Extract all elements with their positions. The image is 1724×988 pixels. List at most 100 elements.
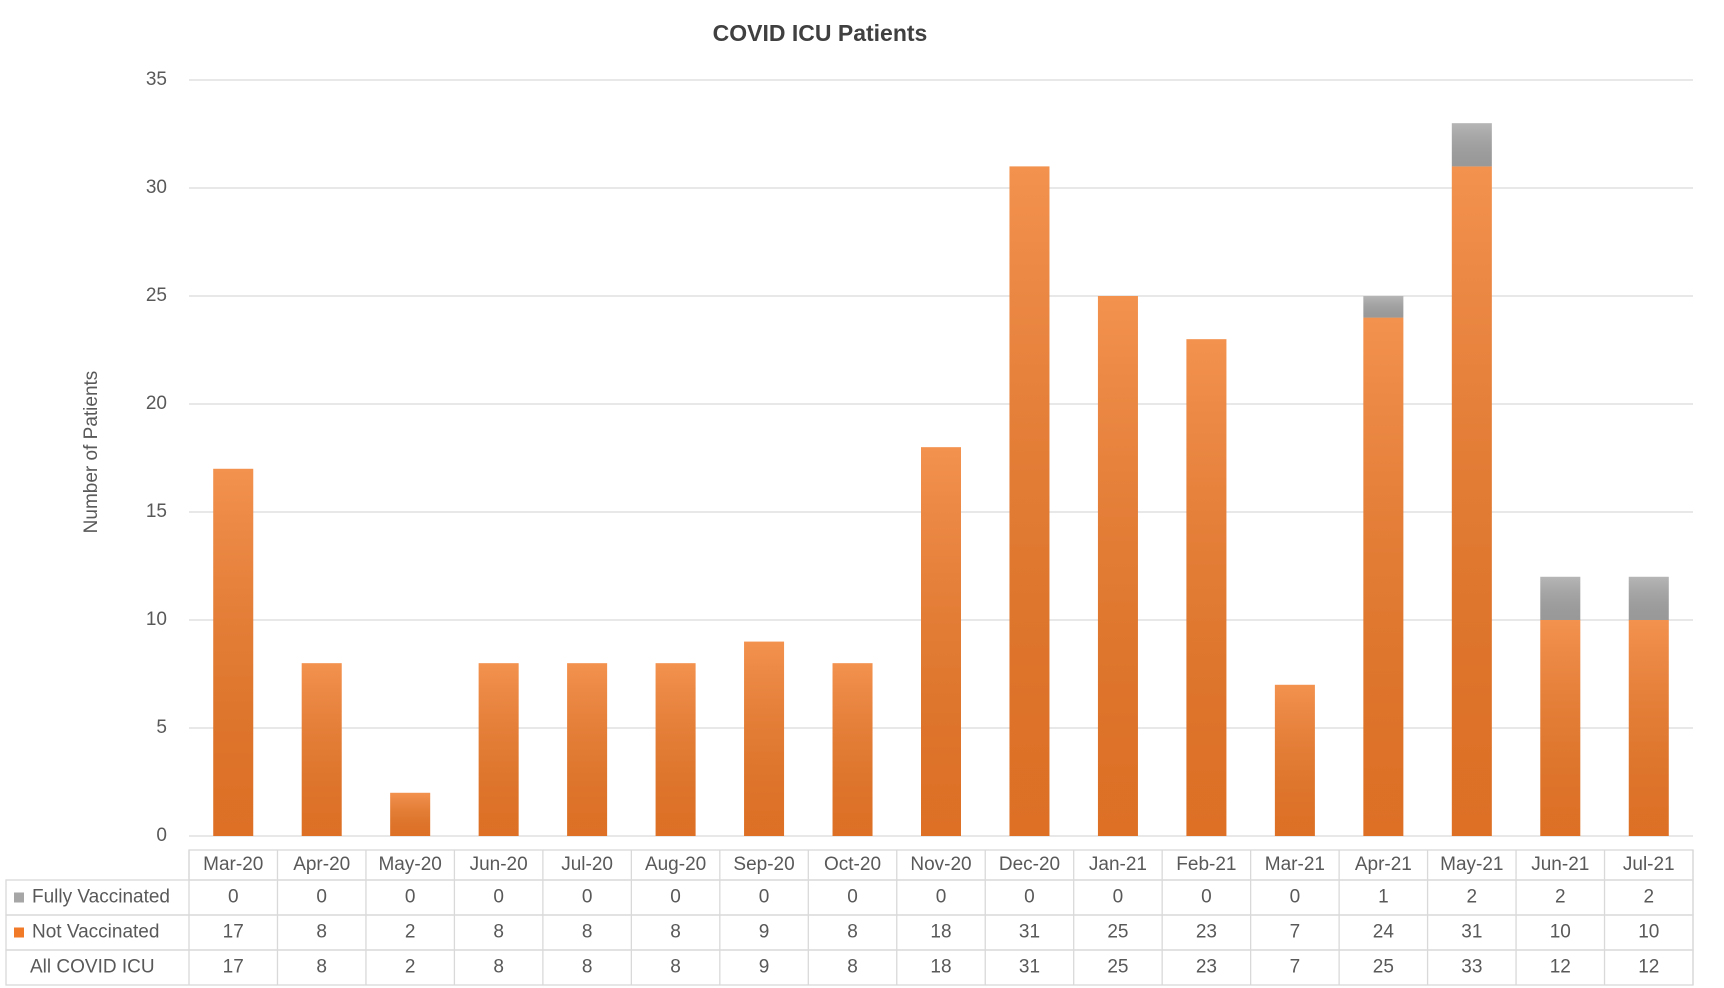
y-tick-label: 5 xyxy=(156,717,167,738)
x-tick-label: Dec-20 xyxy=(999,854,1060,875)
table-value: 8 xyxy=(316,957,327,978)
table-value: 9 xyxy=(759,957,770,978)
x-tick-label: May-21 xyxy=(1440,854,1503,875)
table-value: 31 xyxy=(1019,922,1040,943)
y-tick-label: 35 xyxy=(146,69,167,90)
table-value: 12 xyxy=(1638,957,1659,978)
table-value: 8 xyxy=(493,957,504,978)
table-value: 33 xyxy=(1461,957,1482,978)
table-cell xyxy=(5,949,1694,986)
table-value: 9 xyxy=(759,922,770,943)
y-tick-label: 15 xyxy=(146,501,167,522)
x-tick-label: May-20 xyxy=(378,854,441,875)
table-value: 23 xyxy=(1196,957,1217,978)
bar xyxy=(1628,576,1669,620)
x-tick-label: Nov-20 xyxy=(910,854,971,875)
table-value: 0 xyxy=(1113,887,1124,908)
table-value: 0 xyxy=(582,887,593,908)
table-value: 17 xyxy=(223,922,244,943)
bar xyxy=(567,663,608,836)
chart-title: COVID ICU Patients xyxy=(713,20,928,46)
bar xyxy=(1363,296,1404,318)
x-tick-label: Mar-21 xyxy=(1265,854,1325,875)
legend-label: All COVID ICU xyxy=(30,957,155,978)
table-value: 12 xyxy=(1550,957,1571,978)
x-tick-label: Apr-20 xyxy=(293,854,350,875)
table-value: 0 xyxy=(1024,887,1035,908)
bar xyxy=(213,468,254,836)
table-value: 31 xyxy=(1019,957,1040,978)
x-tick-label: Jan-21 xyxy=(1089,854,1147,875)
legend-label: Fully Vaccinated xyxy=(32,887,170,908)
table-value: 7 xyxy=(1290,922,1301,943)
table-value: 0 xyxy=(228,887,239,908)
y-tick-label: 25 xyxy=(146,285,167,306)
table-value: 0 xyxy=(316,887,327,908)
bar xyxy=(301,663,342,836)
y-axis-label: Number of Patients xyxy=(81,371,102,534)
table-value: 0 xyxy=(1290,887,1301,908)
table-value: 8 xyxy=(493,922,504,943)
x-tick-label: Jul-20 xyxy=(561,854,613,875)
bar xyxy=(1628,620,1669,836)
table-value: 0 xyxy=(493,887,504,908)
bar xyxy=(1540,576,1581,620)
table-value: 23 xyxy=(1196,922,1217,943)
bar xyxy=(744,641,785,836)
x-tick-label: Jul-21 xyxy=(1623,854,1675,875)
bar xyxy=(1097,296,1138,836)
legend-label: Not Vaccinated xyxy=(32,922,159,943)
x-tick-label: Jun-21 xyxy=(1531,854,1589,875)
table-value: 10 xyxy=(1550,922,1571,943)
x-tick-label: Mar-20 xyxy=(203,854,263,875)
table-value: 0 xyxy=(670,887,681,908)
table-value: 2 xyxy=(405,922,416,943)
table-value: 2 xyxy=(1555,887,1566,908)
x-tick-label: Apr-21 xyxy=(1355,854,1412,875)
x-tick-label: Oct-20 xyxy=(824,854,881,875)
bar xyxy=(1451,166,1492,836)
x-tick-label: Jun-20 xyxy=(470,854,528,875)
table-value: 2 xyxy=(405,957,416,978)
table-value: 8 xyxy=(847,922,858,943)
bar xyxy=(1186,339,1227,836)
y-tick-label: 10 xyxy=(146,609,167,630)
bar xyxy=(1009,166,1050,836)
bar xyxy=(1274,684,1315,836)
bar xyxy=(1540,620,1581,836)
bar xyxy=(655,663,696,836)
table-value: 18 xyxy=(930,957,951,978)
x-tick-label: Aug-20 xyxy=(645,854,706,875)
table-value: 17 xyxy=(223,957,244,978)
x-tick-label: Sep-20 xyxy=(733,854,794,875)
y-tick-label: 20 xyxy=(146,393,167,414)
y-tick-label: 30 xyxy=(146,177,167,198)
bar xyxy=(1451,123,1492,167)
table-value: 2 xyxy=(1643,887,1654,908)
table-value: 0 xyxy=(1201,887,1212,908)
table-value: 0 xyxy=(936,887,947,908)
table-value: 25 xyxy=(1373,957,1394,978)
table-value: 25 xyxy=(1107,957,1128,978)
table-value: 8 xyxy=(670,922,681,943)
table-value: 0 xyxy=(847,887,858,908)
bar xyxy=(832,663,873,836)
table-value: 7 xyxy=(1290,957,1301,978)
table-value: 0 xyxy=(405,887,416,908)
x-tick-label: Feb-21 xyxy=(1176,854,1236,875)
legend-swatch xyxy=(14,927,24,938)
table-value: 8 xyxy=(582,957,593,978)
table-value: 24 xyxy=(1373,922,1395,943)
table-value: 18 xyxy=(930,922,951,943)
table-value: 2 xyxy=(1467,887,1478,908)
table-value: 10 xyxy=(1638,922,1659,943)
legend-swatch xyxy=(14,892,24,903)
table-value: 0 xyxy=(759,887,770,908)
table-value: 31 xyxy=(1461,922,1482,943)
table-value: 8 xyxy=(847,957,858,978)
table-value: 25 xyxy=(1107,922,1128,943)
table-value: 8 xyxy=(670,957,681,978)
table-value: 8 xyxy=(582,922,593,943)
bar xyxy=(1363,317,1404,837)
